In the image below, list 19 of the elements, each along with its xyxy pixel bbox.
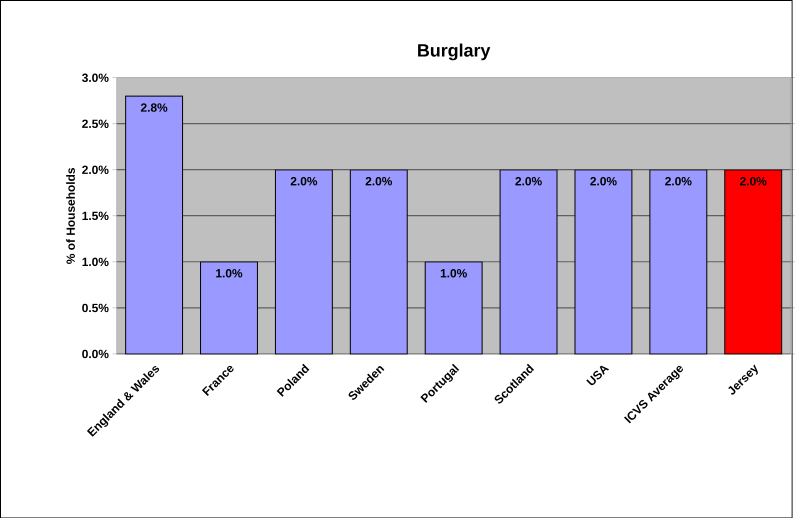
data-label: 2.0% [740,176,766,186]
data-label: 2.0% [515,176,542,186]
y-tick-label: 1.0% [82,257,109,266]
y-tick-label: 2.0% [82,165,109,174]
chart-title: Burglary [418,43,490,60]
y-tick-label: 2.5% [82,119,109,128]
y-tick-label: 0.5% [82,303,109,312]
data-label: 2.0% [590,176,617,186]
data-label: 2.0% [290,176,318,186]
y-tick-label: 0.0% [82,350,109,358]
data-label: 1.0% [216,268,242,278]
x-tick-label: USA [586,365,610,385]
y-axis-title: % of Households [66,168,75,264]
data-label: 1.0% [440,268,467,278]
y-tick-label: 1.5% [82,211,109,220]
data-label: 2.0% [665,176,692,186]
y-tick-label: 3.0% [82,73,109,82]
data-label: 2.0% [366,176,392,186]
data-label: 2.8% [140,103,168,112]
